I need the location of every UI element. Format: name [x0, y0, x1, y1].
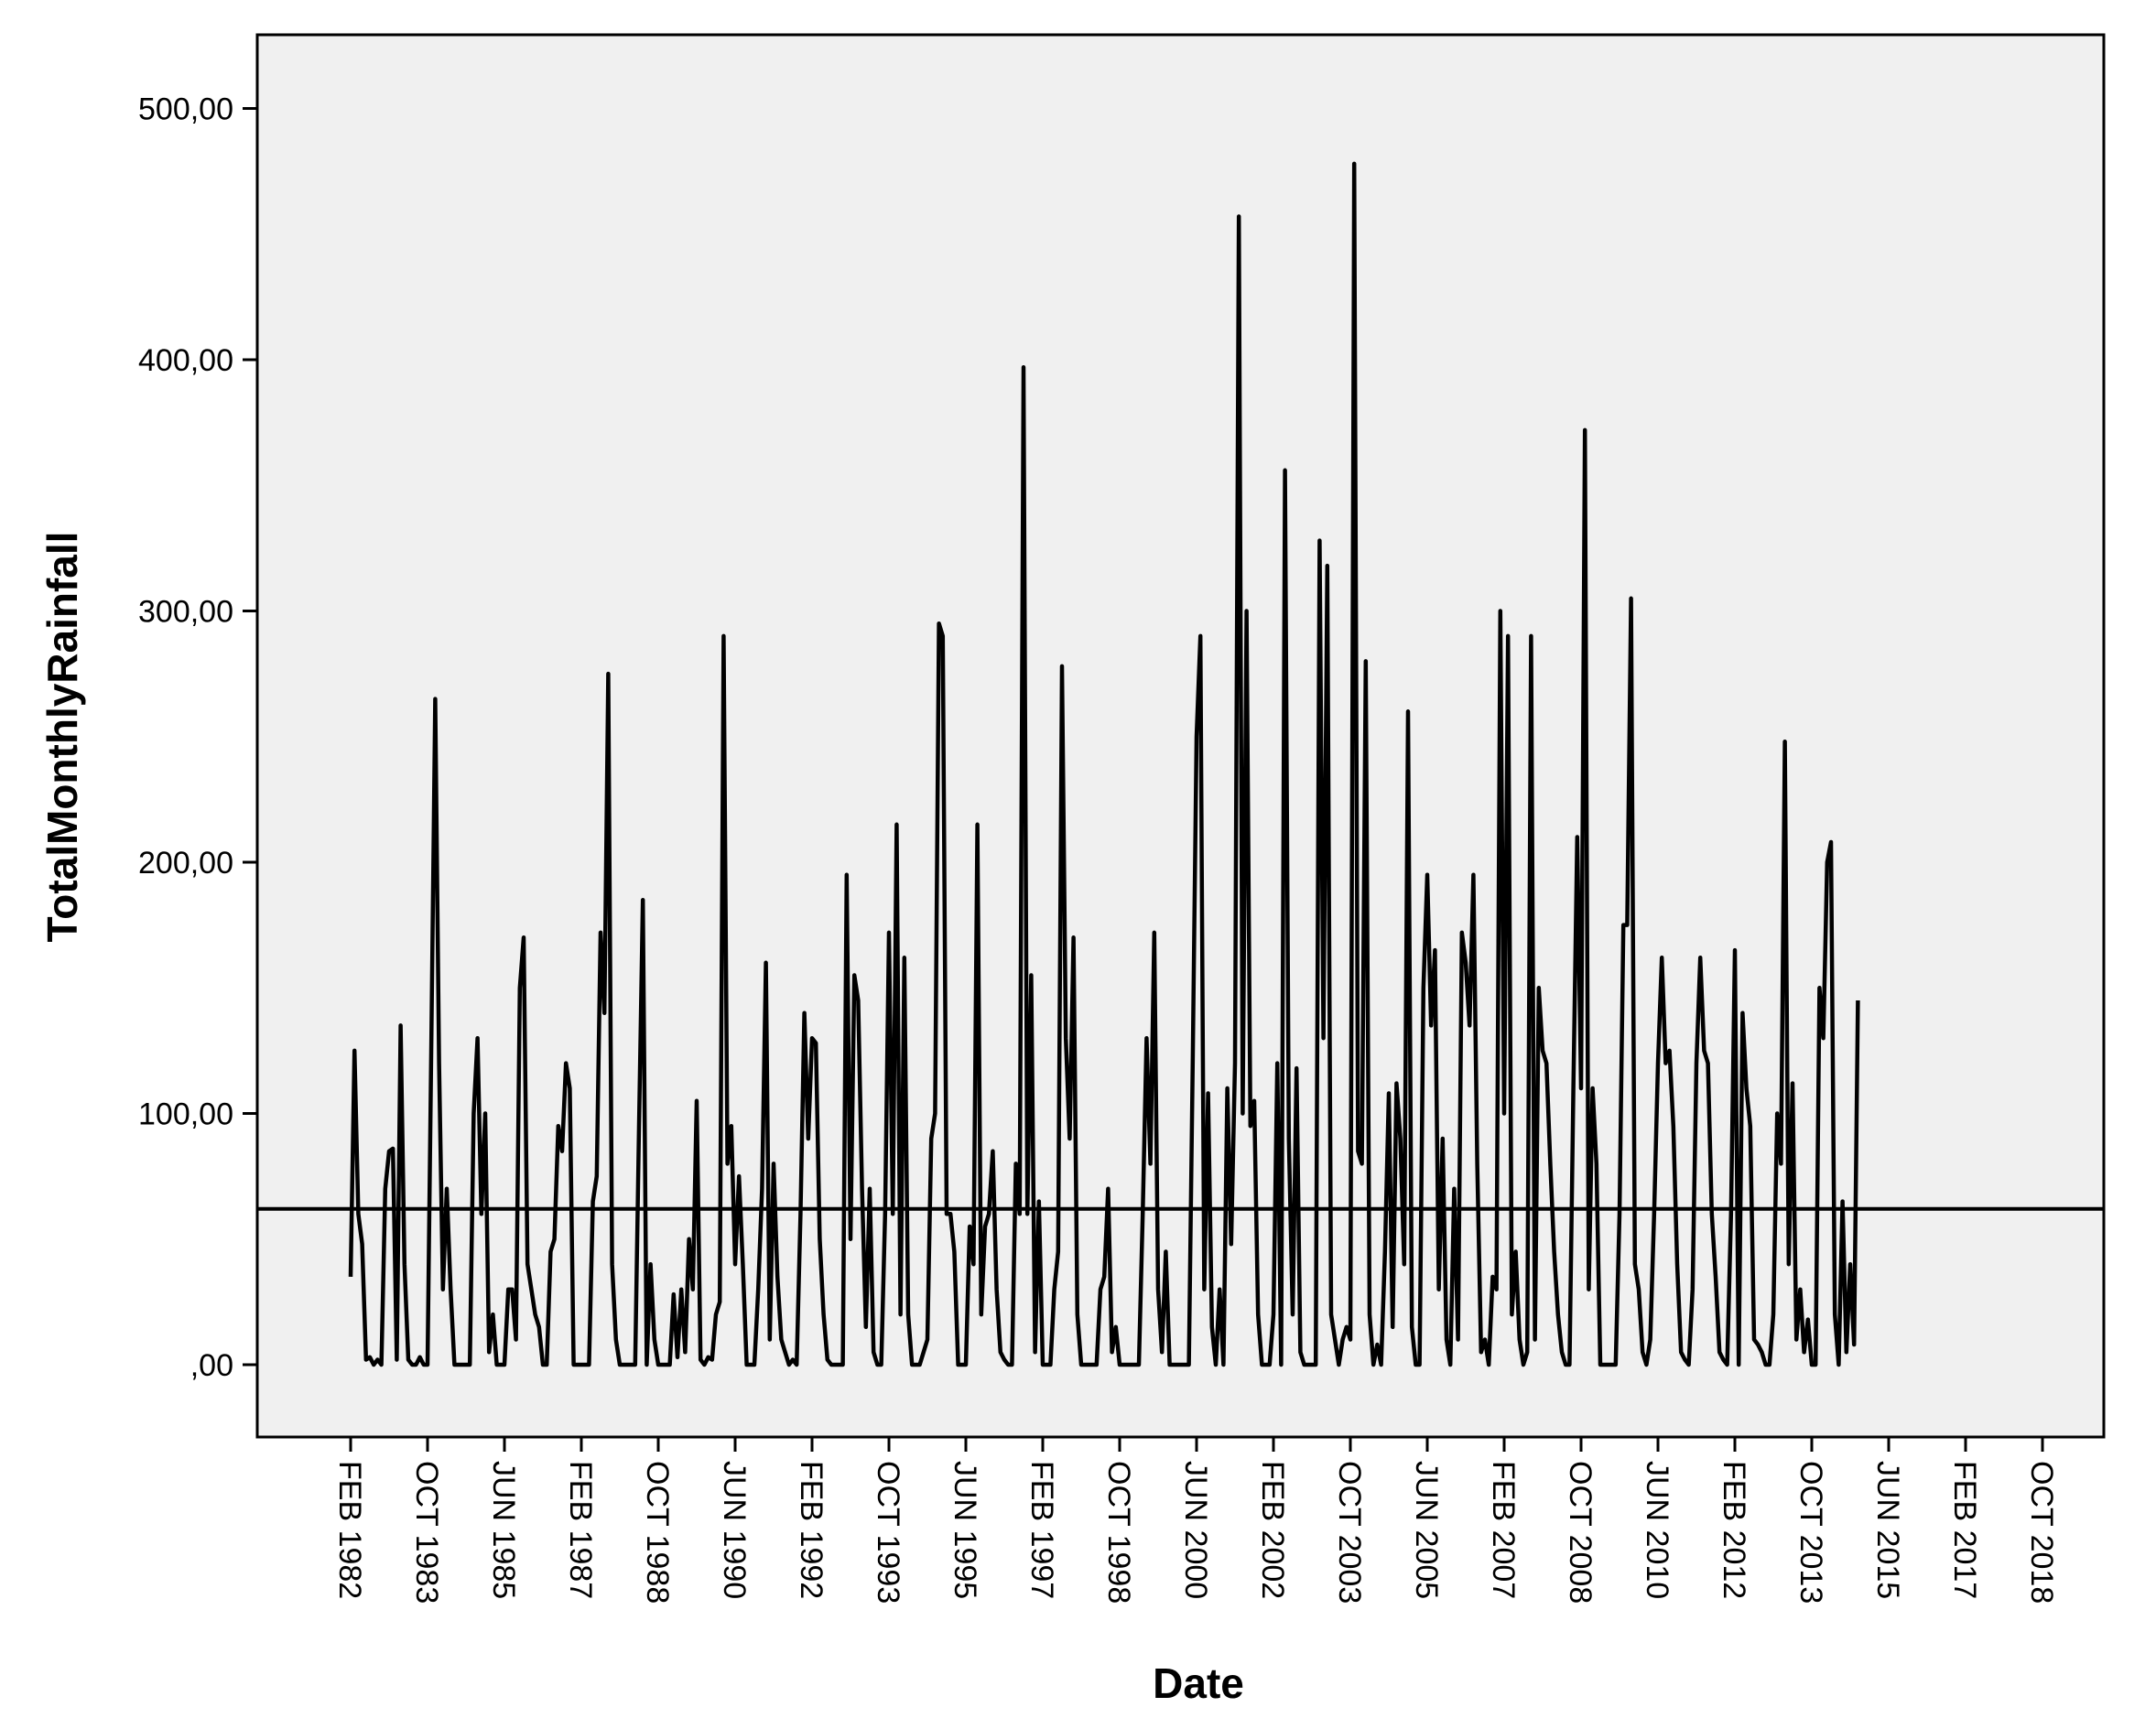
x-tick-label: OCT 1993 [871, 1461, 905, 1604]
y-tick-label: ,00 [190, 1348, 233, 1383]
x-tick-label: JUN 2015 [1870, 1461, 1905, 1599]
y-tick-label: 300,00 [138, 595, 233, 630]
y-axis: ,00 100,00 200,00 300,00 400,00 500,00 [138, 92, 257, 1383]
x-tick-label: OCT 1998 [1101, 1461, 1136, 1604]
x-tick-label: FEB 1982 [332, 1461, 367, 1599]
x-axis: FEB 1982 OCT 1983 JUN 1985 FEB 1987 OCT 1988… [332, 1437, 2059, 1604]
y-tick-label: 200,00 [138, 846, 233, 881]
y-tick-label: 100,00 [138, 1097, 233, 1132]
x-tick-label: OCT 1983 [409, 1461, 444, 1604]
x-tick-label: OCT 2008 [1563, 1461, 1598, 1604]
x-tick-label: FEB 1987 [563, 1461, 598, 1599]
x-tick-label: JUN 2000 [1178, 1461, 1213, 1599]
x-tick-label: FEB 2017 [1947, 1461, 1982, 1599]
x-tick-label: FEB 1992 [794, 1461, 829, 1599]
x-tick-label: JUN 1990 [717, 1461, 752, 1599]
x-tick-label: OCT 2018 [2024, 1461, 2059, 1604]
plot-area [255, 33, 2106, 1439]
x-tick-label: FEB 2002 [1255, 1461, 1290, 1599]
y-tick-label: 500,00 [138, 92, 233, 127]
x-tick-label: JUN 1985 [486, 1461, 521, 1599]
x-tick-label: JUN 2005 [1409, 1461, 1444, 1599]
series-line-total-monthly-rainfall [348, 161, 1860, 1367]
y-tick-label: 400,00 [138, 343, 233, 378]
x-axis-title: Date [1153, 1659, 1244, 1707]
x-tick-label: JUN 2010 [1640, 1461, 1674, 1599]
x-tick-label: FEB 2012 [1717, 1461, 1751, 1599]
x-tick-label: OCT 1988 [640, 1461, 675, 1604]
x-tick-label: JUN 1995 [948, 1461, 982, 1599]
x-tick-label: OCT 2013 [1793, 1461, 1828, 1604]
y-axis-title: TotalMonthlyRainfall [38, 532, 86, 943]
x-tick-label: OCT 2003 [1332, 1461, 1367, 1604]
x-tick-label: FEB 1997 [1024, 1461, 1059, 1599]
x-tick-label: FEB 2007 [1486, 1461, 1521, 1599]
